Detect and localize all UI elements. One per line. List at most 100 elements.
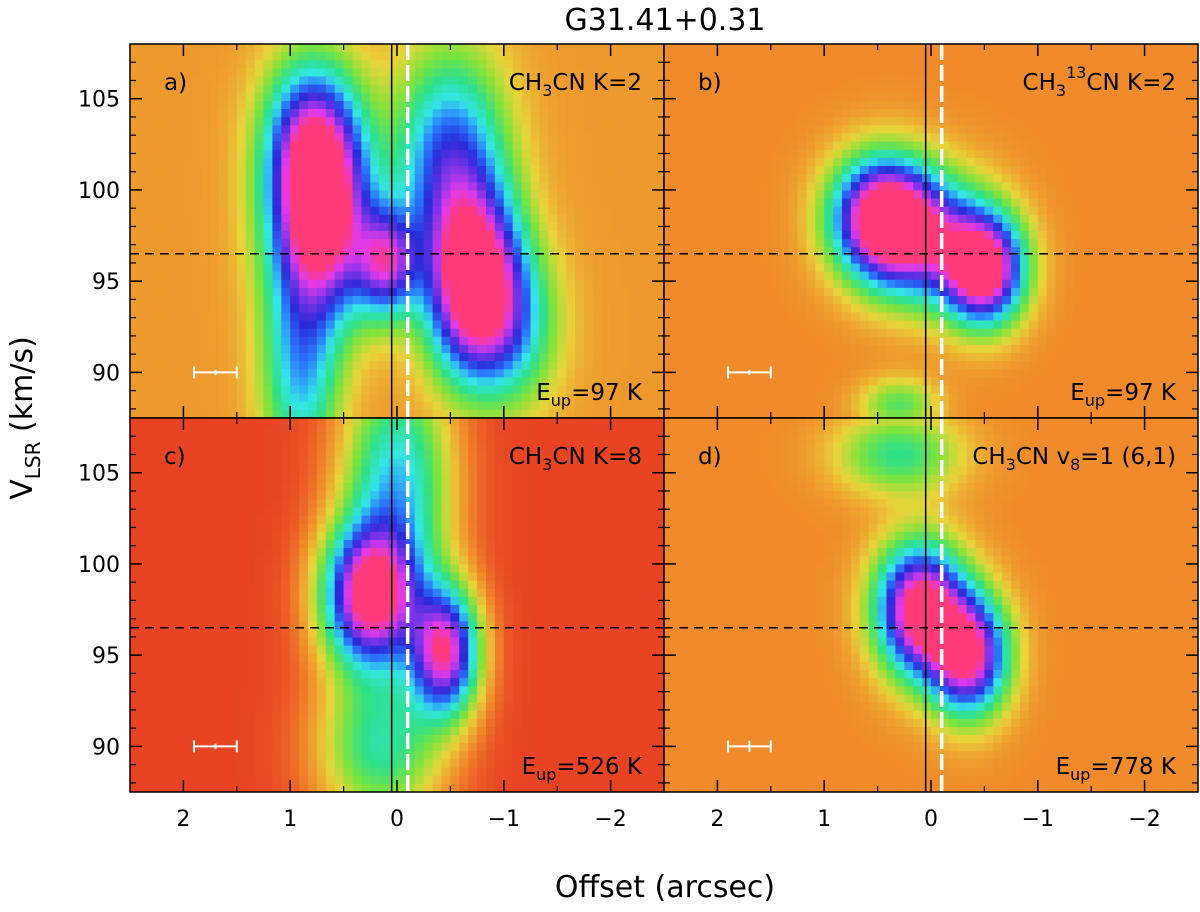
heatmap-cell: [397, 369, 407, 378]
heatmap-cell: [1055, 222, 1066, 232]
heatmap-cell: [548, 287, 558, 297]
heatmap-cell: [548, 393, 558, 403]
heatmap-cell: [877, 222, 888, 232]
heatmap-cell: [592, 377, 603, 387]
heatmap-cell: [672, 117, 683, 126]
heatmap-cell: [494, 117, 505, 126]
heatmap-cell: [948, 165, 959, 175]
heatmap-cell: [575, 328, 585, 338]
heatmap-cell: [299, 336, 309, 346]
heatmap-cell: [361, 68, 371, 78]
heatmap-cell: [316, 320, 327, 330]
heatmap-cell: [770, 377, 781, 387]
heatmap-cell: [147, 409, 158, 418]
heatmap-cell: [156, 100, 167, 110]
heatmap-cell: [592, 328, 603, 338]
heatmap-cell: [948, 271, 959, 281]
heatmap-cell: [913, 401, 923, 411]
heatmap-cell: [966, 369, 977, 378]
heatmap-cell: [316, 296, 327, 305]
heatmap-cell: [459, 68, 469, 78]
heatmap-cell: [530, 198, 540, 208]
heatmap-cell: [877, 263, 888, 273]
heatmap-cell: [432, 44, 443, 53]
heatmap-cell: [1037, 198, 1048, 208]
heatmap-cell: [931, 385, 941, 395]
heatmap-cell: [521, 157, 532, 167]
heatmap-cell: [468, 255, 478, 265]
heatmap-cell: [503, 385, 514, 395]
heatmap-cell: [308, 182, 318, 191]
heatmap-cell: [833, 336, 843, 346]
heatmap-cell: [174, 287, 184, 297]
heatmap-cell: [254, 409, 265, 418]
heatmap-cell: [628, 320, 638, 330]
heatmap-cell: [1073, 92, 1083, 102]
heatmap-cell: [539, 247, 549, 256]
heatmap-cell: [922, 92, 932, 102]
heatmap-cell: [245, 361, 256, 370]
heatmap-cell: [610, 100, 621, 110]
heatmap-cell: [236, 279, 247, 289]
heatmap-cell: [1037, 296, 1048, 305]
heatmap-cell: [210, 92, 220, 102]
heatmap-cell: [1073, 84, 1083, 94]
heatmap-cell: [379, 255, 389, 265]
heatmap-cell: [138, 165, 149, 175]
heatmap-cell: [913, 247, 923, 256]
heatmap-cell: [681, 409, 692, 418]
heatmap-cell: [379, 239, 389, 248]
heatmap-cell: [414, 385, 425, 395]
heatmap-cell: [592, 109, 603, 118]
heatmap-cell: [886, 352, 896, 362]
heatmap-cell: [788, 149, 799, 159]
heatmap-cell: [664, 182, 674, 191]
heatmap-cell: [939, 271, 950, 281]
heatmap-cell: [227, 385, 238, 395]
heatmap-cell: [566, 133, 576, 143]
heatmap-cell: [575, 44, 585, 53]
heatmap-cell: [592, 239, 603, 248]
heatmap-cell: [948, 231, 959, 240]
heatmap-cell: [601, 312, 612, 322]
heatmap-cell: [726, 214, 736, 224]
heatmap-cell: [459, 44, 469, 53]
heatmap-cell: [744, 125, 754, 135]
heatmap-cell: [468, 109, 478, 118]
heatmap-cell: [245, 44, 256, 53]
heatmap-cell: [138, 198, 149, 208]
heatmap-cell: [708, 149, 718, 159]
heatmap-cell: [699, 296, 710, 305]
heatmap-cell: [557, 401, 567, 411]
heatmap-cell: [468, 328, 478, 338]
heatmap-cell: [361, 60, 371, 69]
heatmap-cell: [183, 385, 193, 395]
heatmap-cell: [868, 377, 879, 387]
heatmap-cell: [423, 361, 434, 370]
heatmap-cell: [450, 141, 460, 151]
heatmap-cell: [459, 320, 469, 330]
heatmap-cell: [352, 231, 362, 240]
heatmap-cell: [699, 377, 710, 387]
heatmap-cell: [530, 361, 540, 370]
heatmap-cell: [735, 247, 745, 256]
heatmap-cell: [432, 133, 443, 143]
heatmap-cell: [370, 255, 380, 265]
heatmap-cell: [922, 60, 932, 69]
heatmap-cell: [566, 369, 576, 378]
heatmap-cell: [619, 190, 629, 200]
heatmap-cell: [512, 312, 523, 322]
heatmap-cell: [859, 352, 870, 362]
heatmap-cell: [770, 255, 781, 265]
heatmap-cell: [913, 92, 923, 102]
heatmap-cell: [975, 320, 985, 330]
heatmap-cell: [824, 239, 834, 248]
heatmap-cell: [219, 369, 229, 378]
heatmap-cell: [1037, 76, 1048, 86]
heatmap-cell: [575, 352, 585, 362]
heatmap-cell: [1073, 125, 1083, 135]
heatmap-cell: [521, 401, 532, 411]
heatmap-cell: [592, 344, 603, 354]
heatmap-cell: [779, 296, 790, 305]
heatmap-cell: [966, 198, 977, 208]
